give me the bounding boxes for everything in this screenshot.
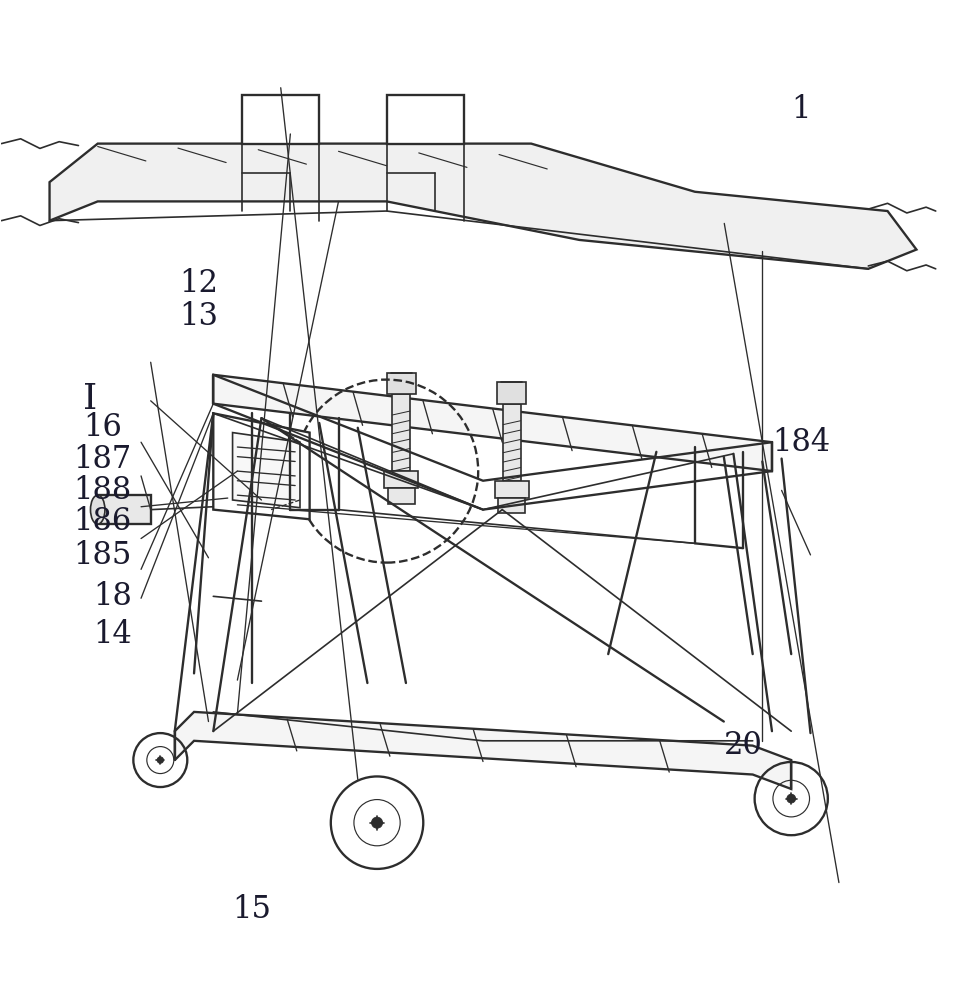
Text: 15: 15 [233,894,271,925]
Bar [384,471,418,488]
Circle shape [157,757,163,763]
Polygon shape [386,95,464,144]
Circle shape [372,817,383,828]
Text: 18: 18 [93,581,131,612]
Bar [98,495,151,524]
Text: 16: 16 [83,412,122,443]
Polygon shape [175,712,791,789]
Circle shape [787,794,796,803]
Text: 13: 13 [180,301,218,332]
Bar [386,373,415,394]
Text: 188: 188 [73,475,132,506]
Bar [498,498,526,513]
Bar [387,488,414,504]
Polygon shape [49,144,917,269]
Bar [495,481,528,498]
Text: 184: 184 [772,427,830,458]
Polygon shape [213,413,310,519]
Text: 14: 14 [93,619,131,650]
Text: 1: 1 [791,94,810,125]
Text: 20: 20 [724,730,763,761]
Bar [497,382,526,404]
Text: I: I [83,382,98,416]
Text: 12: 12 [180,268,218,299]
Text: 185: 185 [73,540,132,571]
Bar [503,404,521,481]
Bar [392,394,410,471]
Polygon shape [233,433,300,508]
Polygon shape [213,375,772,471]
Text: 187: 187 [73,444,132,475]
Polygon shape [242,95,319,144]
Text: 186: 186 [73,506,132,537]
Ellipse shape [91,495,105,524]
